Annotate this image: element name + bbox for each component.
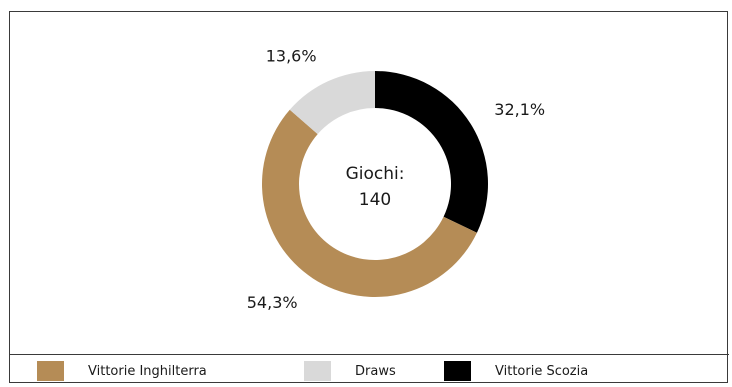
slice-vittorie-scozia: [375, 71, 488, 233]
slice-label-2: 13,6%: [266, 47, 317, 66]
legend-swatch: [37, 361, 64, 381]
slice-vittorie-inghilterra: [261, 109, 477, 298]
legend-item-scozia: Vittorie Scozia: [444, 360, 588, 382]
legend-swatch: [304, 361, 331, 381]
slice-draws: [289, 71, 375, 135]
center-label-line2: 140: [359, 190, 391, 210]
donut-chart: Giochi: 140 32,1% 54,3% 13,6%: [247, 47, 545, 312]
legend-label: Vittorie Inghilterra: [88, 363, 207, 379]
legend-label: Draws: [355, 363, 396, 379]
chart-frame: Giochi: 140 32,1% 54,3% 13,6% Vittorie Ing…: [9, 11, 729, 384]
slice-label-1: 54,3%: [247, 293, 298, 312]
slice-label-0: 32,1%: [494, 100, 545, 119]
legend-item-inghilterra: Vittorie Inghilterra: [37, 360, 207, 382]
legend-item-draws: Draws: [304, 360, 396, 382]
center-label-line1: Giochi:: [346, 164, 405, 184]
legend-label: Vittorie Scozia: [495, 363, 589, 379]
legend: Vittorie Inghilterra Draws Vittorie Scoz…: [10, 354, 729, 384]
legend-swatch: [444, 361, 471, 381]
